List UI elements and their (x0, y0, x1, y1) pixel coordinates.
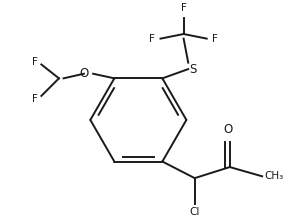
Text: O: O (79, 67, 88, 80)
Text: S: S (189, 63, 196, 76)
Text: F: F (32, 94, 38, 104)
Text: F: F (181, 3, 187, 13)
Text: O: O (223, 123, 233, 136)
Text: F: F (32, 57, 38, 67)
Text: CH₃: CH₃ (264, 171, 283, 181)
Text: Cl: Cl (190, 207, 200, 217)
Text: F: F (149, 34, 155, 44)
Text: F: F (212, 34, 218, 44)
